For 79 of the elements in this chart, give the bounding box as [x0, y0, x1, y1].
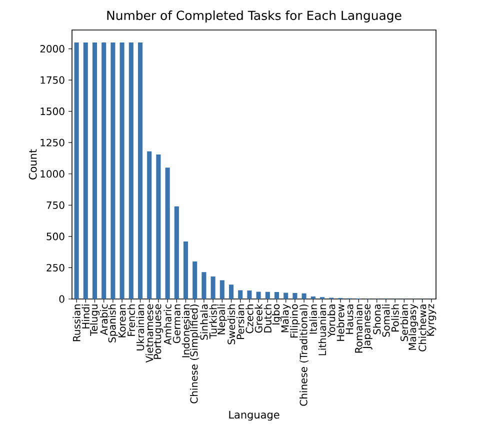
- x-tick-label: Hindi: [82, 304, 90, 328]
- bar: [156, 154, 161, 299]
- x-tick-label: Serbian: [400, 304, 408, 342]
- bar: [238, 290, 243, 299]
- x-tick-label: Turkish: [209, 304, 217, 339]
- x-tick-label: Amharic: [164, 304, 172, 345]
- x-tick-label: German: [172, 304, 180, 344]
- chart-title: Number of Completed Tasks for Each Language: [107, 10, 402, 23]
- x-tick-label: Romanian: [354, 304, 363, 353]
- y-tick-label: 1750: [40, 76, 64, 84]
- x-tick-label: Lithuanian: [318, 304, 326, 356]
- x-tick-label: Sinhala: [200, 304, 208, 340]
- y-tick-label: 500: [46, 232, 64, 240]
- y-tick-label: 750: [46, 201, 64, 209]
- x-tick-label: Polish: [391, 304, 399, 332]
- bar: [138, 42, 143, 299]
- x-tick-label: Ukrainian: [136, 304, 144, 350]
- bar: [120, 42, 124, 299]
- y-tick-label: 250: [46, 264, 64, 272]
- x-tick-label: Somali: [382, 304, 390, 337]
- x-tick-label: Kyrgyz: [426, 304, 436, 336]
- x-tick-label: Malagasy: [408, 304, 418, 350]
- bar: [83, 42, 88, 299]
- x-tick-label: Nepali: [217, 304, 227, 334]
- bar: [274, 292, 280, 299]
- x-tick-label: Korean: [118, 304, 126, 338]
- bar: [202, 272, 206, 299]
- bar: [183, 241, 188, 299]
- bar: [256, 292, 261, 299]
- bar: [210, 276, 216, 299]
- y-tick-label: 1000: [40, 170, 64, 178]
- x-tick-label: Indonesian: [182, 304, 190, 358]
- x-tick-label: Vietnamese: [145, 304, 154, 363]
- y-tick-label: 2000: [40, 44, 64, 53]
- x-tick-label: Hebrew: [336, 304, 344, 341]
- x-tick-label: Yoruba: [327, 304, 336, 338]
- y-tick-label: 0: [59, 295, 64, 303]
- bar: [165, 168, 170, 299]
- x-tick-label: Telugu: [90, 304, 100, 336]
- y-axis-title: Count: [28, 149, 37, 180]
- x-tick-label: Czech: [246, 304, 254, 334]
- bar: [284, 292, 288, 299]
- x-tick-label: Arabic: [100, 304, 108, 336]
- y-tick-label: 1500: [40, 108, 64, 116]
- bar: [110, 42, 116, 299]
- bar: [102, 42, 106, 299]
- bar: [92, 42, 98, 299]
- x-tick-label: Japanese: [363, 304, 372, 350]
- x-tick-label: Hausa: [346, 304, 354, 334]
- x-tick-label: Portuguese: [154, 304, 164, 359]
- y-tick-label: 1250: [40, 138, 64, 146]
- bar: [310, 296, 316, 299]
- x-tick-label: Chinese (Traditional): [300, 304, 308, 406]
- x-tick-label: Malay: [281, 304, 291, 332]
- x-tick-label: Spanish: [108, 304, 118, 342]
- bar: [228, 284, 234, 299]
- bar: [147, 151, 152, 299]
- bar: [265, 292, 270, 299]
- bar: [174, 206, 179, 299]
- bar: [128, 42, 134, 299]
- x-tick-label: Italian: [309, 304, 318, 334]
- x-tick-label: Chichewa: [418, 304, 426, 352]
- x-tick-label: Greek: [254, 304, 262, 333]
- bar: [74, 42, 79, 299]
- bar: [292, 292, 298, 299]
- x-tick-label: French: [127, 304, 136, 336]
- bar: [302, 293, 306, 299]
- x-tick-label: Igbo: [272, 304, 282, 324]
- x-axis-title: Language: [229, 410, 280, 421]
- x-tick-label: Swedish: [227, 304, 236, 344]
- bar: [220, 280, 224, 299]
- x-tick-label: Filipino: [290, 304, 300, 338]
- x-tick-label: Dutch: [264, 304, 272, 332]
- x-tick-label: Persian: [236, 304, 244, 339]
- bar: [192, 261, 198, 299]
- bar: [247, 290, 252, 299]
- x-tick-label: Shona: [372, 304, 381, 334]
- x-tick-label: Russian: [72, 304, 80, 342]
- x-tick-label: Chinese (Simplified): [190, 304, 200, 404]
